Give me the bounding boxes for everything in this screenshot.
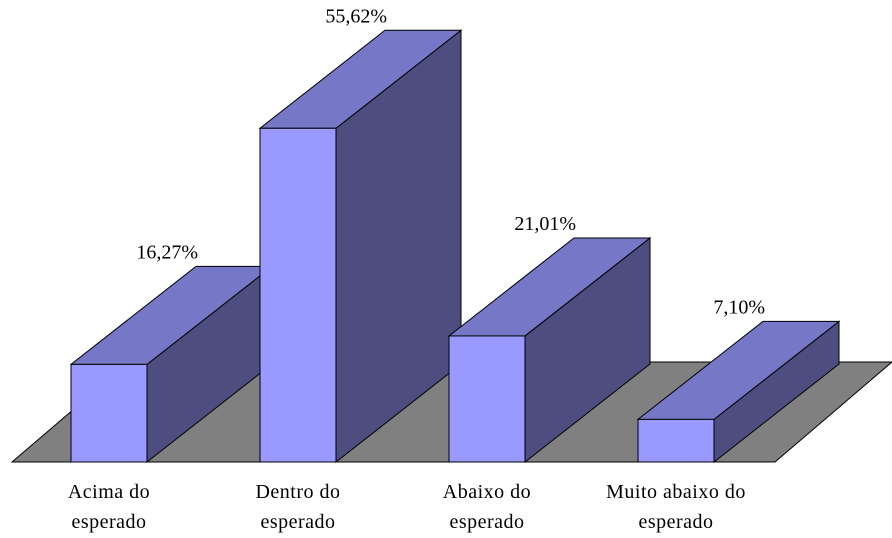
x-tick-label: Abaixo do esperado	[442, 481, 532, 533]
bar	[259, 127, 337, 463]
value-label: 7,10%	[713, 296, 765, 318]
bar	[70, 363, 148, 463]
x-tick-label: Muito abaixo do esperado	[606, 481, 746, 533]
bar	[637, 418, 715, 463]
value-label: 21,01%	[514, 213, 576, 235]
x-tick-label: Dentro do esperado	[255, 481, 341, 533]
value-label: 55,62%	[325, 5, 387, 27]
x-tick-label: Acima do esperado	[67, 481, 151, 533]
bar	[448, 335, 526, 463]
value-label: 16,27%	[136, 241, 198, 263]
